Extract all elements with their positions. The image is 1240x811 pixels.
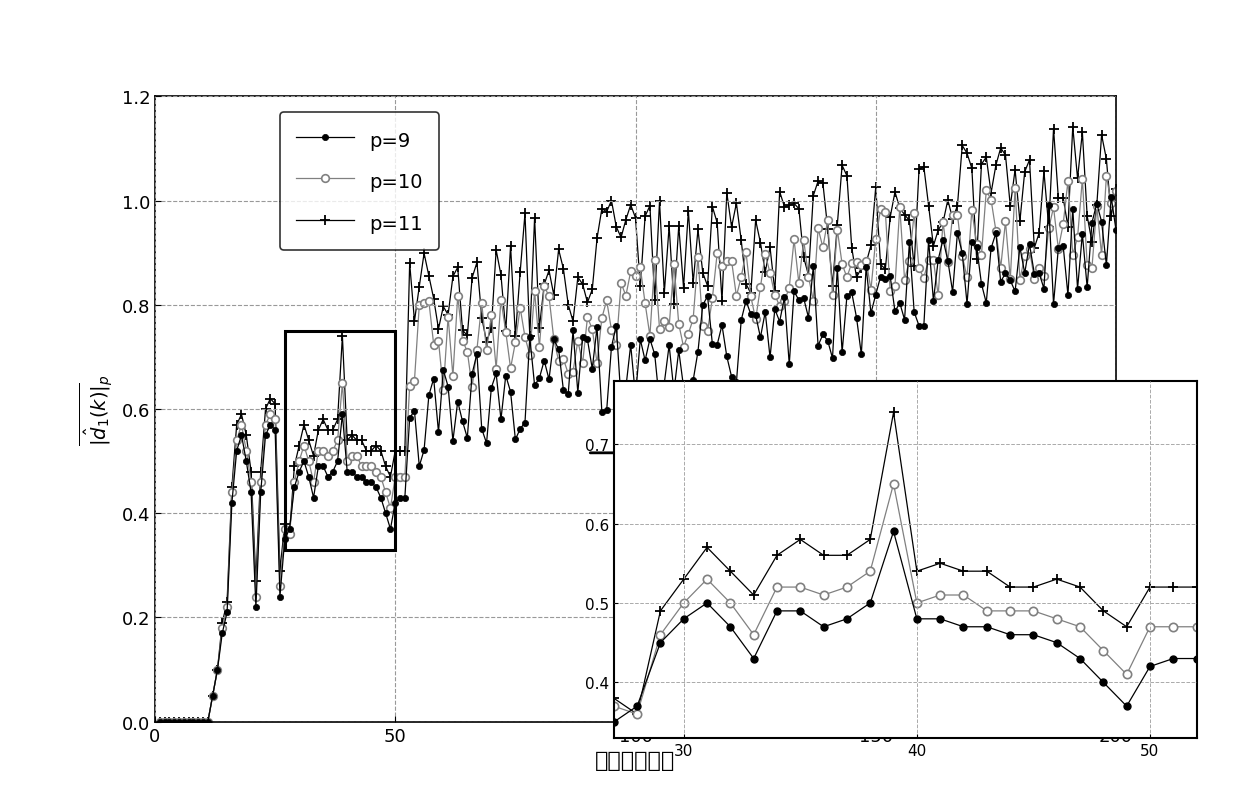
p=11 [1065,122,1080,132]
p=11 [407,317,422,327]
p=11 [191,717,206,727]
p=11 [330,415,345,425]
p=9 [1104,193,1118,203]
p=10 [1099,172,1114,182]
p=10 [153,717,167,727]
Line: p=9: p=9 [156,195,1120,725]
p=9 [210,665,224,675]
p=9 [153,717,167,727]
p=10 [191,717,206,727]
p=10 [210,665,224,675]
Line: p=10: p=10 [156,173,1120,726]
Line: p=11: p=11 [155,122,1121,727]
p=10 [330,436,345,445]
p=11 [1109,186,1123,195]
p=11 [210,665,224,675]
p=9 [1060,291,1075,301]
Bar [285,332,396,550]
p=10 [1109,187,1123,196]
p=9 [407,406,422,416]
Legend: p=9, p=10, p=11: p=9, p=10, p=11 [280,114,439,251]
p=10 [407,376,422,386]
p=9 [191,717,206,727]
p=9 [1109,226,1123,236]
Y-axis label: $\overline{|\hat{d}_1(k)|}_{p}$: $\overline{|\hat{d}_1(k)|}_{p}$ [77,374,114,445]
p=11 [153,717,167,727]
p=11 [1060,222,1075,232]
p=10 [1060,177,1075,187]
p=11 [1027,244,1042,254]
p=9 [1027,269,1042,279]
p=9 [330,457,345,466]
p=10 [1027,275,1042,285]
X-axis label: 训练迭代次数: 训练迭代次数 [595,750,676,770]
